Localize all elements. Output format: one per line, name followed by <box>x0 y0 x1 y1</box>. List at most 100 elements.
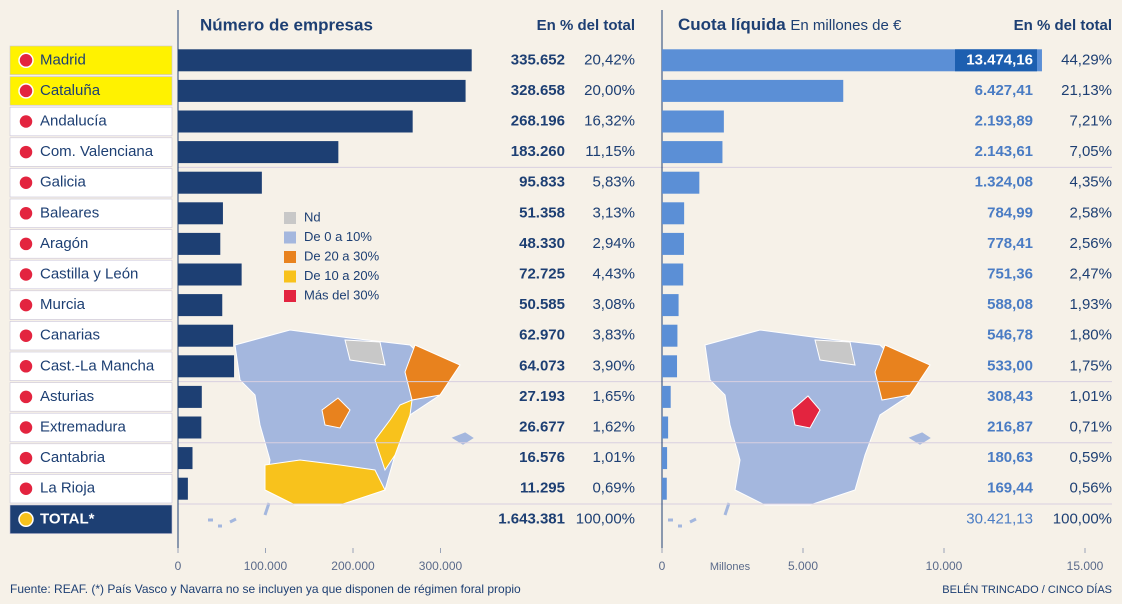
value-label: 588,08 <box>987 296 1033 313</box>
row-label: Andalucía <box>40 112 107 129</box>
islands <box>208 432 474 528</box>
bar <box>662 416 669 439</box>
bar <box>662 355 678 378</box>
share-label: 4,35% <box>1069 174 1112 191</box>
share-label: 4,43% <box>592 265 635 282</box>
row-label: Cantabria <box>40 449 106 466</box>
x-tick-label: 300.000 <box>419 559 463 573</box>
header: Cuota líquida En millones de € <box>678 15 902 34</box>
legend-label: Más del 30% <box>304 287 380 302</box>
share-label: 5,83% <box>592 174 635 191</box>
map-companies <box>208 329 474 528</box>
bar <box>178 324 234 347</box>
share-label: 2,47% <box>1069 265 1112 282</box>
share-label: 0,69% <box>592 480 635 497</box>
map-region <box>791 395 821 429</box>
x-axis-label: Millones <box>710 561 751 573</box>
header: En % del total <box>1014 17 1112 34</box>
share-label: 3,13% <box>592 204 635 221</box>
x-tick-label: 0 <box>175 559 182 573</box>
share-label: 11,15% <box>585 143 635 160</box>
row-label-bg <box>9 321 173 351</box>
value-label: 1.324,08 <box>975 174 1033 191</box>
value-label: 183.260 <box>511 143 565 160</box>
header: Número de empresas <box>200 15 373 34</box>
bar <box>662 447 668 470</box>
row-label: Castilla y León <box>40 265 138 282</box>
map-region <box>874 344 931 401</box>
row-label: La Rioja <box>40 480 96 497</box>
row-label: Canarias <box>40 327 100 344</box>
flag-icon <box>18 174 34 191</box>
flag-icon <box>18 205 34 222</box>
map-region <box>344 339 386 366</box>
share-label: 44,29% <box>1061 51 1112 68</box>
flag-icon <box>18 511 34 528</box>
map-region <box>264 459 386 506</box>
row-label-bg <box>9 290 173 320</box>
bar <box>178 355 235 378</box>
bar <box>662 324 678 347</box>
bar <box>178 294 223 317</box>
map-region <box>374 399 413 472</box>
credit: BELÉN TRINCADO / CINCO DÍAS <box>942 583 1112 596</box>
bar <box>662 110 724 133</box>
x-tick-label: 100.000 <box>244 559 288 573</box>
share-label: 1,93% <box>1069 296 1112 313</box>
bar <box>662 79 844 102</box>
flag-icon <box>18 83 34 99</box>
row-label-bg <box>9 474 173 504</box>
row-label-bg <box>9 443 173 473</box>
map-tax <box>668 329 931 528</box>
row-label: Madrid <box>40 51 86 68</box>
map-region <box>814 339 856 366</box>
bar <box>662 385 671 408</box>
legend-swatch <box>284 290 296 302</box>
value-label: 546,78 <box>987 327 1033 344</box>
value-label: 216,87 <box>987 418 1033 435</box>
share-label: 7,21% <box>1069 112 1112 129</box>
bar <box>178 110 413 133</box>
legend-label: De 20 a 30% <box>304 248 380 263</box>
bar <box>662 171 700 194</box>
x-tick-label: 10.000 <box>926 559 963 573</box>
map-region <box>321 397 351 429</box>
row-label-bg <box>9 382 173 412</box>
share-label: 20,42% <box>584 51 635 68</box>
share-label: 2,94% <box>592 235 635 252</box>
map-region <box>404 344 461 401</box>
value-label: 2.143,61 <box>975 143 1033 160</box>
bar <box>178 416 202 439</box>
share-label: 20,00% <box>584 82 635 99</box>
x-tick-label: 200.000 <box>331 559 375 573</box>
value-label: 308,43 <box>987 388 1033 405</box>
flag-icon <box>18 358 34 375</box>
share-label: 7,05% <box>1069 143 1112 160</box>
legend-swatch <box>284 251 296 263</box>
share-label: 0,56% <box>1069 480 1112 497</box>
bar <box>662 202 685 225</box>
flag-icon <box>18 266 34 283</box>
legend-label: Nd <box>304 209 321 224</box>
value-label: 64.073 <box>519 357 565 374</box>
row-label: Cast.-La Mancha <box>40 357 155 374</box>
share-label: 1,80% <box>1069 327 1112 344</box>
share-label: 1,01% <box>1069 388 1112 405</box>
row-label-bg <box>9 412 173 443</box>
share-label: 3,90% <box>592 357 635 374</box>
share-label: 1,65% <box>592 388 635 405</box>
flag-icon <box>18 297 34 313</box>
value-label: 27.193 <box>519 388 565 405</box>
total-value: 1.643.381 <box>498 510 565 527</box>
bar <box>178 141 339 164</box>
value-label: 784,99 <box>987 204 1033 221</box>
row-label: Cataluña <box>40 82 101 99</box>
map-shape <box>704 329 931 506</box>
share-label: 16,32% <box>584 112 635 129</box>
value-label: 72.725 <box>519 265 565 282</box>
row-label: Asturias <box>40 388 94 405</box>
row-label-bg <box>9 259 173 290</box>
flag-icon <box>18 52 34 69</box>
flag-icon <box>18 144 34 160</box>
flag-icon <box>18 450 34 466</box>
